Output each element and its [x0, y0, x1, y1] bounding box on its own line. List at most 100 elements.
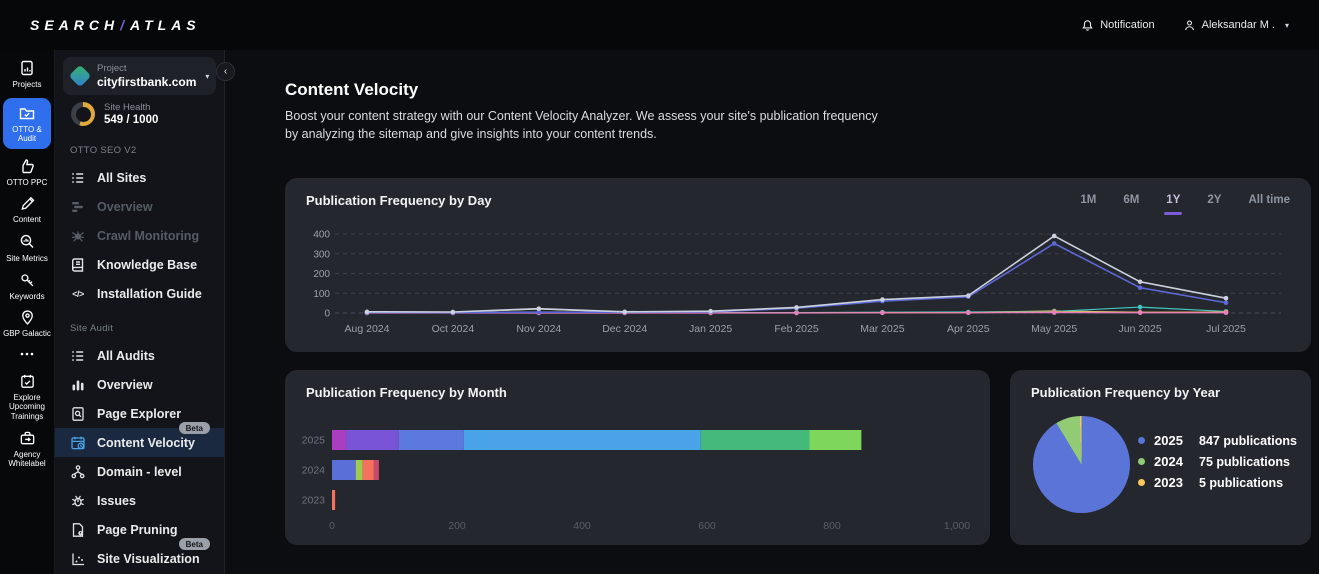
tab-1m[interactable]: 1M	[1080, 194, 1097, 206]
legend-dot-2024	[1138, 458, 1145, 465]
bug-icon	[70, 493, 86, 509]
svg-text:May 2025: May 2025	[1031, 323, 1077, 335]
bell-icon	[1082, 19, 1093, 31]
list-icon	[70, 170, 86, 186]
sidebar-item-all-audits[interactable]: All Audits	[55, 341, 224, 370]
sidebar-item-label: Content Velocity	[97, 435, 195, 450]
svg-text:1,000: 1,000	[944, 520, 970, 532]
notification-label: Notification	[1100, 19, 1155, 31]
line-chart-day: 0 100 200 300 400 Aug 2024 Oct 2024 Nov 2024 Dec…	[313, 230, 1281, 335]
svg-text:Aug 2024: Aug 2024	[345, 323, 390, 335]
chevron-down-icon: ▾	[1284, 20, 1289, 30]
project-value: cityfirstbank.com	[97, 75, 197, 89]
svg-text:200: 200	[313, 269, 330, 280]
legend-count-label: 847 publications	[1199, 433, 1297, 448]
rail-item-agency-whitelabel[interactable]: Agency Whitelabel	[2, 430, 52, 469]
card-publication-frequency-by-day: Publication Frequency by Day 1M 6M 1Y 2Y…	[285, 178, 1311, 352]
legend-row-2024: 2024 75 publications	[1138, 454, 1297, 469]
rail-item-content[interactable]: Content	[2, 195, 52, 225]
rail-item-site-metrics[interactable]: Site Metrics	[2, 233, 52, 264]
sidebar: Project cityfirstbank.com ▾ Site Health …	[55, 50, 225, 574]
chart-title-day: Publication Frequency by Day	[306, 193, 492, 208]
sidebar-item-label: Site Visualization	[97, 551, 200, 566]
user-menu[interactable]: Aleksandar M . ▾	[1183, 19, 1289, 32]
rail-item-otto-audit[interactable]: OTTO & Audit	[3, 97, 51, 149]
layers-icon	[70, 199, 86, 215]
rail-item-projects[interactable]: Projects	[2, 59, 52, 90]
rail-item-label: Content	[12, 215, 42, 225]
sidebar-item-label: Installation Guide	[97, 286, 202, 301]
sidebar-item-overview-audit[interactable]: Overview	[55, 370, 224, 399]
sidebar-item-label: Domain - level	[97, 464, 182, 479]
sidebar-collapse-button[interactable]: ‹	[216, 62, 235, 81]
key-icon	[20, 273, 33, 286]
card-publication-frequency-by-month: Publication Frequency by Month 0 200 400 60…	[285, 370, 990, 545]
rail-item-otto-ppc[interactable]: OTTO PPC	[2, 157, 52, 188]
svg-text:0: 0	[329, 520, 335, 532]
tab-2y[interactable]: 2Y	[1207, 194, 1222, 206]
legend-row-2023: 2023 5 publications	[1138, 475, 1297, 490]
tab-1y[interactable]: 1Y	[1164, 194, 1183, 215]
svg-text:Dec 2024: Dec 2024	[602, 323, 647, 335]
rail-item-label: GBP Galactic	[3, 329, 51, 339]
sidebar-item-label: Page Explorer	[97, 406, 182, 421]
sidebar-item-issues[interactable]: Issues	[55, 486, 224, 515]
sidebar-item-overview-seo[interactable]: Overview	[55, 192, 224, 221]
card-publication-frequency-by-year: Publication Frequency by Year 2025 847 p…	[1010, 370, 1311, 545]
code-icon: </>	[72, 288, 84, 299]
icon-rail: Projects OTTO & Audit OTTO PPC Content S…	[0, 50, 55, 574]
legend-dot-2023	[1138, 479, 1145, 486]
sidebar-item-label: Issues	[97, 493, 136, 508]
calendar-clock-icon	[70, 435, 86, 451]
rail-item-label: Explore Upcoming Trainings	[8, 392, 45, 421]
sidebar-item-knowledge-base[interactable]: Knowledge Base	[55, 250, 224, 279]
calendar-check-icon	[20, 374, 34, 388]
sidebar-item-domain-level[interactable]: Domain - level	[55, 457, 224, 486]
rail-item-trainings[interactable]: Explore Upcoming Trainings	[2, 373, 52, 422]
list-icon	[70, 348, 86, 364]
time-range-tabs: 1M 6M 1Y 2Y All time	[1080, 194, 1290, 215]
sidebar-item-crawl-monitoring[interactable]: Crawl Monitoring	[55, 221, 224, 250]
project-label: Project	[97, 63, 127, 74]
rail-item-gbp-galactic[interactable]: GBP Galactic	[2, 309, 52, 339]
legend-year-label: 2024	[1154, 454, 1183, 469]
sidebar-item-content-velocity[interactable]: Content Velocity Beta	[55, 422, 224, 457]
rail-item-more[interactable]	[2, 349, 52, 359]
legend-year-label: 2025	[1154, 433, 1183, 448]
rail-item-label: OTTO PPC	[6, 177, 48, 187]
sidebar-item-installation-guide[interactable]: </> Installation Guide	[55, 279, 224, 308]
notification-button[interactable]: Notification	[1081, 19, 1155, 32]
svg-text:Oct 2024: Oct 2024	[432, 323, 475, 335]
legend-count-label: 5 publications	[1199, 475, 1284, 490]
rail-item-label: Site Metrics	[6, 253, 48, 263]
sidebar-item-label: Overview	[97, 199, 153, 214]
site-health-value: 549 / 1000	[104, 114, 159, 126]
sidebar-item-site-visualization[interactable]: Site Visualization Beta	[55, 538, 224, 573]
chevron-down-icon: ▾	[205, 71, 210, 81]
svg-text:300: 300	[313, 249, 330, 260]
tab-all-time[interactable]: All time	[1248, 194, 1290, 206]
svg-text:2024: 2024	[302, 465, 326, 477]
sidebar-item-label: All Audits	[97, 348, 155, 363]
svg-text:Apr 2025: Apr 2025	[947, 323, 990, 335]
svg-text:Jul 2025: Jul 2025	[1206, 323, 1246, 335]
sidebar-item-label: Page Pruning	[97, 522, 178, 537]
page-title: Content Velocity	[285, 80, 419, 99]
user-icon	[1184, 20, 1194, 30]
rail-item-keywords[interactable]: Keywords	[2, 272, 52, 302]
svg-text:800: 800	[823, 520, 841, 532]
pen-icon	[20, 197, 34, 211]
sidebar-item-page-pruning[interactable]: Page Pruning	[55, 515, 224, 544]
project-selector[interactable]: Project cityfirstbank.com ▾	[63, 57, 216, 95]
sidebar-item-page-explorer[interactable]: Page Explorer	[55, 399, 224, 428]
svg-text:2025: 2025	[302, 435, 326, 447]
sidebar-item-label: All Sites	[97, 170, 147, 185]
sidebar-item-label: Overview	[97, 377, 153, 392]
rail-item-label: Keywords	[9, 291, 45, 301]
sidebar-item-all-sites[interactable]: All Sites	[55, 163, 224, 192]
svg-text:0: 0	[324, 309, 330, 320]
tab-6m[interactable]: 6M	[1123, 194, 1140, 206]
svg-text:100: 100	[313, 289, 330, 300]
project-logo	[68, 64, 92, 88]
user-name: Aleksandar M .	[1201, 19, 1275, 31]
